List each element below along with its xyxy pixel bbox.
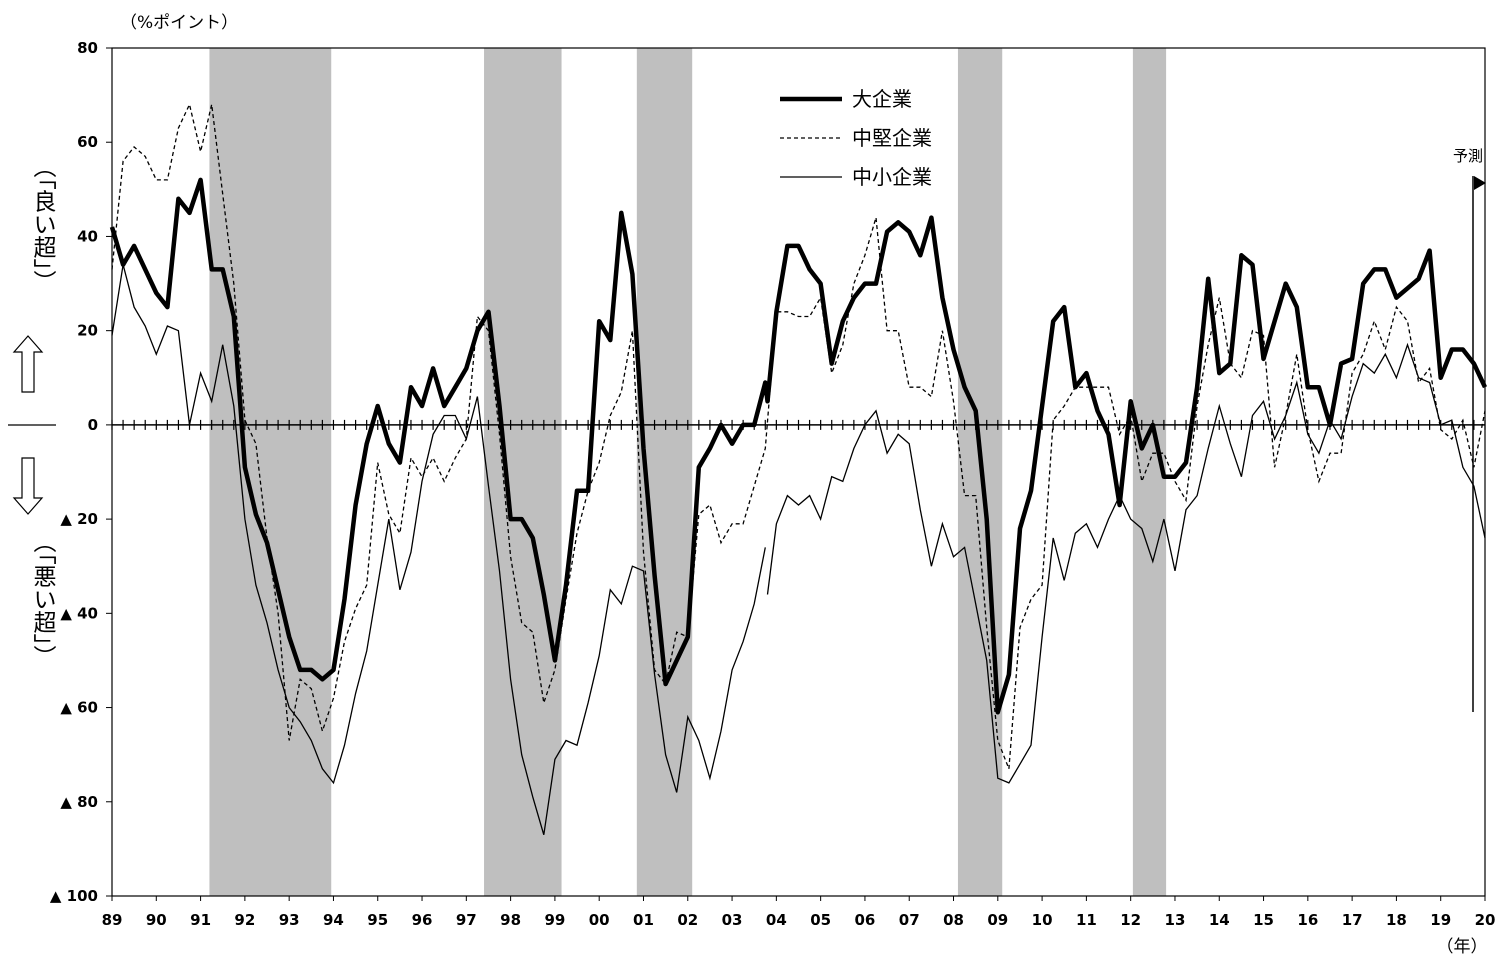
plot-frame [111, 47, 1486, 897]
forecast-arrow-icon [1474, 176, 1486, 190]
good-excess-label: （「良い超」） [29, 155, 57, 293]
x-tick-label: 95 [367, 911, 388, 929]
series-line-2 [111, 102, 1486, 770]
x-tick-label: 97 [456, 911, 477, 929]
x-tick-label: 14 [1209, 911, 1230, 929]
x-tick-label: 93 [279, 911, 300, 929]
series-lines [109, 102, 1488, 835]
y-tick-label: 20 [77, 322, 98, 340]
x-tick-label: 15 [1253, 911, 1274, 929]
recession-band-2 [484, 48, 562, 896]
x-tick-label: 96 [412, 911, 433, 929]
x-tick-label: 11 [1076, 911, 1097, 929]
x-tick-label: 16 [1297, 911, 1318, 929]
x-tick-label: 90 [146, 911, 167, 929]
x-tick-label: 07 [899, 911, 920, 929]
x-tick-label: 01 [633, 911, 654, 929]
axes [106, 47, 1486, 901]
x-tick-label: 04 [766, 911, 787, 929]
recession-band-5 [1132, 48, 1167, 896]
series-line-3 [111, 264, 1486, 835]
y-tick-label: 60 [77, 133, 98, 151]
x-tick-label: 02 [677, 911, 698, 929]
x-tick-label: 98 [500, 911, 521, 929]
bad-excess-label: （「悪い超」） [29, 530, 57, 668]
x-tick-labels: 89 90 91 92 93 94 95 96 97 98 99 00 01 02 03 04 05 06 07 08… [102, 911, 1496, 929]
legend-label-1: 大企業 [852, 87, 912, 111]
y-tick-label: ▲ 80 [60, 793, 98, 811]
y-tick-label: 0 [88, 416, 98, 434]
y-unit-label: （%ポイント） [120, 13, 238, 33]
x-tick-label: 20 [1475, 911, 1496, 929]
x-tick-label: 92 [234, 911, 255, 929]
x-tick-label: 94 [323, 911, 344, 929]
x-tick-label: 09 [987, 911, 1008, 929]
recession-shading [209, 48, 1167, 896]
down-arrow-icon [12, 457, 44, 515]
x-tick-label: 06 [854, 911, 875, 929]
x-unit-label: （年） [1437, 937, 1488, 957]
y-tick-label: ▲ 20 [60, 510, 98, 528]
y-tick-label: 80 [77, 39, 98, 57]
legend-label-2: 中堅企業 [852, 126, 932, 150]
x-tick-label: 05 [810, 911, 831, 929]
x-tick-label: 10 [1032, 911, 1053, 929]
up-arrow-icon [12, 335, 44, 393]
recession-band-1 [209, 48, 332, 896]
x-tick-label: 13 [1165, 911, 1186, 929]
x-tick-label: 91 [190, 911, 211, 929]
y-tick-label: 40 [77, 227, 98, 245]
x-tick-label: 89 [102, 911, 123, 929]
x-tick-label: 12 [1120, 911, 1141, 929]
legend-label-3: 中小企業 [852, 165, 932, 189]
forecast-label: 予測 [1453, 147, 1483, 165]
series-line-1 [109, 177, 1488, 715]
y-tick-label: ▲ 40 [60, 604, 98, 622]
x-tick-label: 08 [943, 911, 964, 929]
x-tick-label: 03 [722, 911, 743, 929]
x-tick-label: 19 [1430, 911, 1451, 929]
y-tick-label: ▲ 100 [50, 887, 98, 905]
x-tick-label: 18 [1386, 911, 1407, 929]
x-tick-label: 99 [544, 911, 565, 929]
x-tick-label: 17 [1342, 911, 1363, 929]
x-tick-label: 00 [589, 911, 610, 929]
y-tick-labels: 80 60 40 20 0 ▲ 20 ▲ 40 ▲ 60 ▲ 80 ▲ 100 [50, 39, 98, 905]
y-tick-label: ▲ 60 [60, 699, 98, 717]
